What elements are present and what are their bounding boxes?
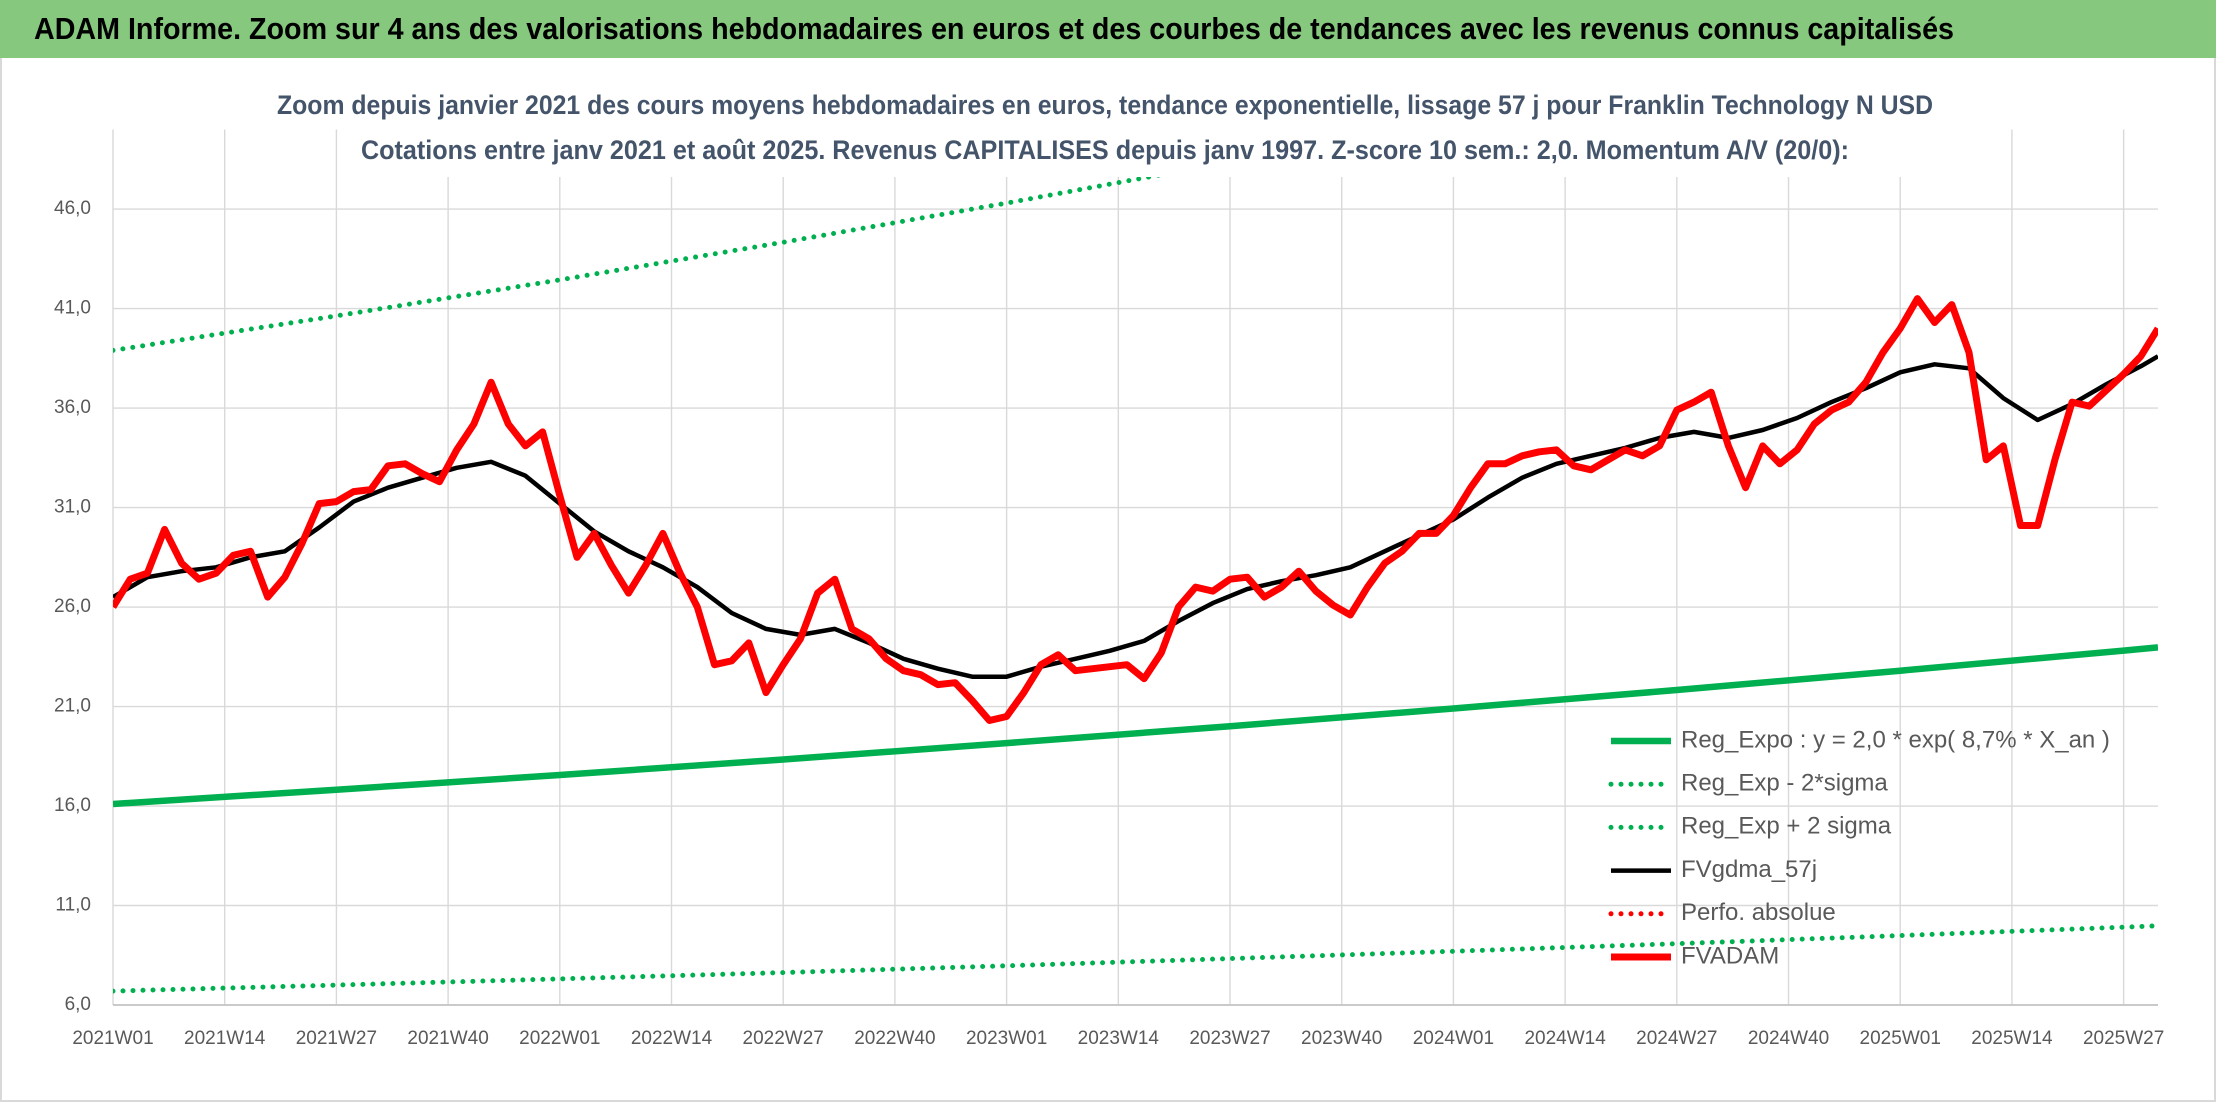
series-line: [113, 923, 2158, 994]
chart-subtitle: Zoom depuis janvier 2021 des cours moyen…: [277, 90, 1933, 120]
series: [113, 129, 2158, 994]
x-tick-label: 2024W01: [1413, 1028, 1494, 1049]
x-tick-label: 2021W40: [407, 1028, 488, 1049]
y-tick-label: 6,0: [65, 994, 91, 1015]
x-tick-label: 2025W01: [1860, 1028, 1941, 1049]
legend-label: Reg_Exp - 2*sigma: [1681, 770, 1888, 797]
x-tick-label: 2025W14: [1971, 1028, 2053, 1049]
legend-label: Reg_Expo : y = 2,0 * exp( 8,7% * X_an ): [1681, 726, 2110, 753]
x-tick-label: 2025W27: [2083, 1028, 2164, 1049]
y-tick-label: 31,0: [54, 497, 91, 518]
legend-label: FVADAM: [1681, 942, 1779, 969]
chart-subtitle: Cotations entre janv 2021 et août 2025. …: [361, 135, 1849, 165]
x-tick-label: 2022W40: [854, 1028, 935, 1049]
x-tick-label: 2022W01: [519, 1028, 600, 1049]
y-tick-label: 11,0: [55, 895, 91, 916]
x-tick-label: 2024W14: [1524, 1028, 1606, 1049]
x-tick-label: 2021W14: [184, 1028, 266, 1049]
x-tick-label: 2023W14: [1078, 1028, 1160, 1049]
x-tick-label: 2023W40: [1301, 1028, 1382, 1049]
subtitle-box: [380, 87, 1936, 177]
x-tick-label: 2022W27: [743, 1028, 824, 1049]
grid: [112, 129, 2158, 1006]
y-tick-label: 16,0: [54, 795, 91, 816]
x-tick-label: 2024W40: [1748, 1028, 1829, 1049]
x-tick-label: 2023W01: [966, 1028, 1047, 1049]
header-band: [0, 0, 2216, 58]
x-tick-label: 2022W14: [631, 1028, 713, 1049]
x-tick-label: 2024W27: [1636, 1028, 1717, 1049]
chart-title: ADAM Informe. Zoom sur 4 ans des valoris…: [34, 11, 1954, 46]
x-tick-label: 2021W27: [296, 1028, 377, 1049]
legend-label: FVgdma_57j: [1681, 856, 1817, 883]
series-line: [113, 644, 2158, 808]
y-tick-label: 36,0: [54, 397, 91, 418]
legend: Reg_Expo : y = 2,0 * exp( 8,7% * X_an ) R…: [1608, 726, 2110, 969]
y-tick-label: 26,0: [54, 596, 91, 617]
x-tick-label: 2023W27: [1189, 1028, 1270, 1049]
y-tick-label: 46,0: [54, 198, 91, 219]
y-tick-label: 21,0: [54, 696, 91, 717]
legend-label: Perfo. absolue: [1681, 899, 1836, 926]
y-tick-label: 41,0: [54, 298, 91, 319]
series-line: [113, 295, 2158, 724]
series-line: [113, 354, 2158, 679]
legend-label: Reg_Exp + 2 sigma: [1681, 813, 1892, 840]
x-tick-label: 2021W01: [72, 1028, 153, 1049]
axes: 6,0 11,0 16,0 21,0 26,0 31,0 36,0 41,0 46,0 2021W…: [54, 198, 2164, 1049]
